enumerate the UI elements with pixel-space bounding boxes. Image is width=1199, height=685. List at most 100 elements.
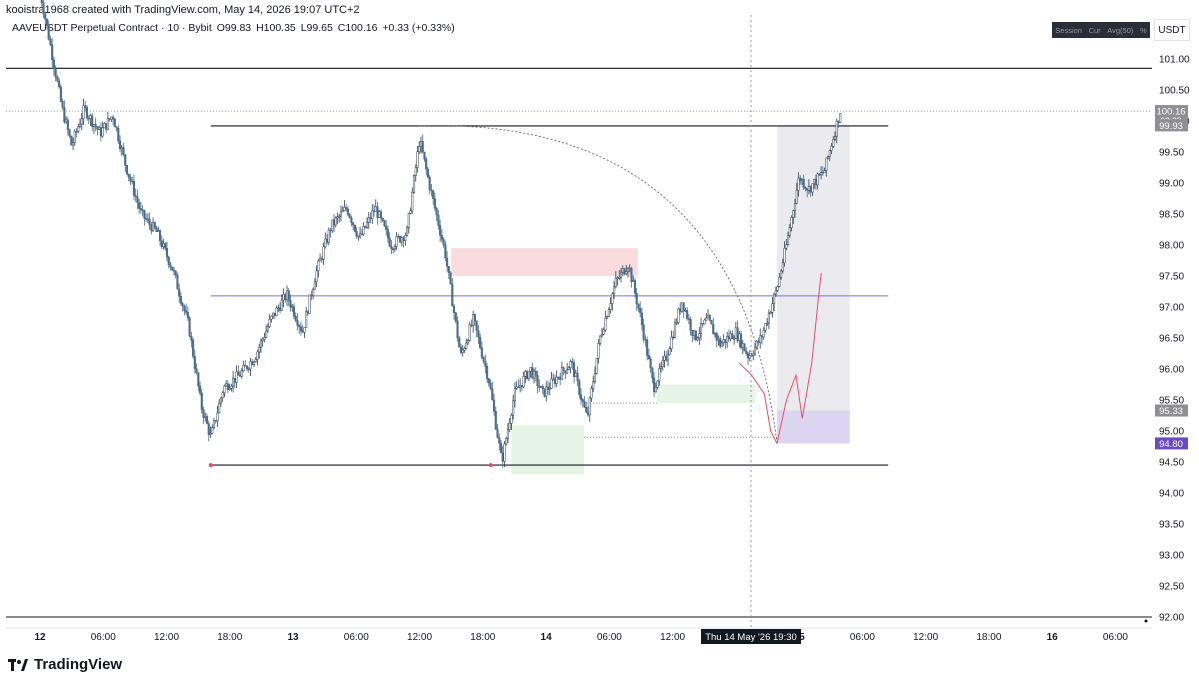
candle-body bbox=[315, 270, 318, 283]
candle-body bbox=[379, 211, 383, 219]
candle-body bbox=[682, 302, 685, 311]
candle-body bbox=[489, 382, 492, 389]
crosshair-time-bg bbox=[701, 629, 801, 644]
candle-body bbox=[776, 286, 779, 291]
candle-body bbox=[371, 210, 374, 219]
candle-body bbox=[820, 172, 823, 176]
tradingview-logo[interactable]: TradingView bbox=[8, 656, 122, 673]
candle-body bbox=[550, 378, 553, 389]
candle-body bbox=[84, 105, 87, 108]
x-tick-label: 06:00 bbox=[1103, 632, 1128, 643]
candle-body bbox=[89, 115, 92, 119]
candle-body bbox=[738, 333, 741, 341]
candle-body bbox=[689, 318, 692, 331]
candle-body bbox=[701, 323, 704, 325]
candle-body bbox=[522, 376, 525, 388]
legend-percent: % bbox=[1140, 25, 1147, 35]
candle-body bbox=[359, 233, 362, 237]
candle-body bbox=[797, 177, 800, 191]
candle-body bbox=[665, 355, 668, 361]
candle-body bbox=[433, 198, 436, 209]
candle-body bbox=[317, 260, 320, 272]
candle-body bbox=[366, 222, 369, 228]
candle-body bbox=[367, 217, 370, 223]
candle-body bbox=[508, 423, 511, 430]
candle-body bbox=[578, 380, 581, 395]
crosshair-time-text: Thu 14 May '26 19:30 bbox=[705, 632, 797, 643]
candle-body bbox=[132, 180, 135, 196]
candle-body bbox=[633, 280, 637, 294]
candle-body bbox=[827, 156, 830, 159]
candle-body bbox=[752, 353, 755, 356]
target-zone bbox=[776, 125, 850, 444]
candle-body bbox=[296, 320, 299, 326]
y-tick-label: 92.00 bbox=[1159, 613, 1184, 624]
candle-body bbox=[499, 442, 503, 453]
candle-body bbox=[644, 339, 647, 341]
candle-body bbox=[613, 286, 616, 295]
candle-body bbox=[807, 186, 810, 191]
candle-body bbox=[618, 276, 621, 279]
candle-body bbox=[256, 351, 259, 360]
candle-body bbox=[505, 438, 508, 445]
candle-body bbox=[475, 320, 478, 331]
candle-body bbox=[390, 245, 393, 250]
candle-body bbox=[480, 347, 483, 358]
candle-body bbox=[129, 176, 132, 182]
currency-button[interactable]: USDT bbox=[1154, 19, 1190, 41]
candle-body bbox=[447, 266, 450, 273]
candle-body bbox=[799, 177, 802, 182]
candle-body bbox=[59, 86, 62, 102]
candle-body bbox=[785, 244, 788, 249]
x-tick-label: 06:00 bbox=[91, 632, 116, 643]
candle-body bbox=[614, 278, 617, 288]
candle-body bbox=[51, 44, 54, 61]
candle-body bbox=[362, 225, 365, 235]
candle-body bbox=[150, 224, 153, 232]
horizontal-lines-layer bbox=[6, 67, 1152, 618]
candle-body bbox=[783, 247, 786, 264]
candle-body bbox=[125, 165, 129, 175]
candle-body bbox=[397, 235, 400, 238]
y-tick-label: 99.00 bbox=[1159, 179, 1184, 190]
candle-body bbox=[546, 386, 550, 390]
candle-body bbox=[385, 225, 388, 230]
candle-body bbox=[249, 361, 252, 370]
candle-body bbox=[336, 216, 339, 219]
candle-body bbox=[327, 229, 330, 243]
y-tick-label: 97.00 bbox=[1159, 303, 1184, 314]
candle-body bbox=[285, 290, 289, 301]
candle-body bbox=[310, 294, 313, 297]
candle-body bbox=[120, 147, 123, 150]
price-chart[interactable]: 101.00100.50100.0099.5099.0098.5098.0097… bbox=[0, 0, 1199, 650]
symbol-name[interactable]: AAVEUSDT Perpetual Contract · 10 · Bybit bbox=[12, 22, 212, 34]
candle-body bbox=[506, 429, 510, 439]
candle-body bbox=[792, 210, 795, 218]
y-tick-label: 94.00 bbox=[1159, 489, 1184, 500]
candle-body bbox=[319, 258, 322, 262]
candle-body bbox=[45, 18, 49, 26]
candle-body bbox=[668, 348, 671, 356]
candle-body bbox=[331, 219, 334, 231]
y-tick-label: 101.00 bbox=[1159, 55, 1190, 66]
candle-body bbox=[87, 117, 90, 120]
candle-body bbox=[44, 13, 47, 20]
candle-body bbox=[282, 294, 285, 301]
candle-body bbox=[136, 196, 139, 203]
candle-body bbox=[539, 385, 543, 388]
axis-layer: 101.00100.50100.0099.5099.0098.5098.0097… bbox=[6, 15, 1190, 644]
candle-body bbox=[392, 248, 395, 251]
candle-body bbox=[653, 377, 656, 393]
legend-avg: Avg(50) bbox=[1107, 25, 1134, 35]
candle-body bbox=[386, 229, 389, 239]
candle-body bbox=[764, 323, 767, 331]
candle-body bbox=[585, 407, 588, 413]
candle-body bbox=[811, 183, 814, 193]
indicator-legend[interactable]: Session Cur Avg(50) % bbox=[1052, 22, 1150, 38]
candle-body bbox=[740, 333, 743, 348]
candle-body bbox=[642, 324, 645, 340]
candle-body bbox=[157, 230, 160, 232]
candle-body bbox=[555, 376, 558, 384]
candle-body bbox=[85, 107, 89, 119]
